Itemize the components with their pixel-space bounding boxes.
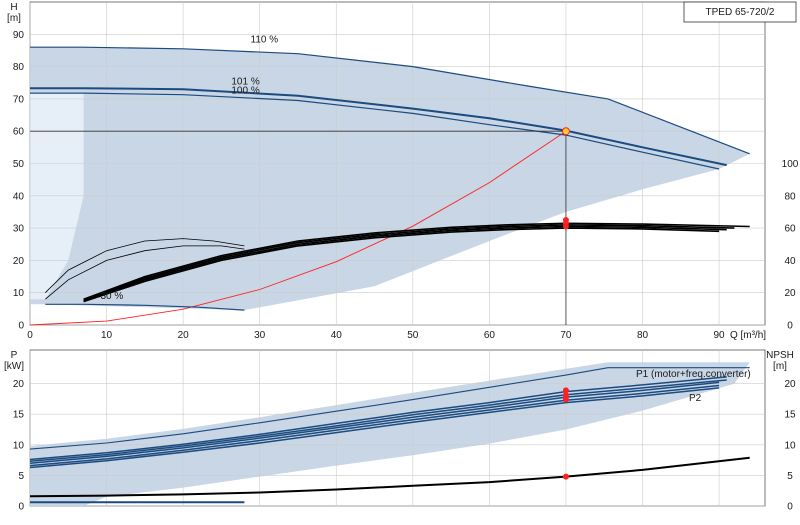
performance-x-tick-label: 80 — [637, 330, 649, 341]
performance-left-tick-label: 60 — [13, 127, 25, 138]
label-30-percent: 30 % — [100, 291, 123, 302]
label-p2: P2 — [689, 393, 702, 404]
performance-right-tick-label: 60 — [784, 224, 796, 235]
performance-right-tick-label: 20 — [784, 288, 796, 299]
power-left-tick-label: 15 — [13, 410, 25, 421]
performance-left-tick-label: 80 — [13, 62, 25, 73]
performance-left-tick-label: 90 — [13, 30, 25, 41]
performance-right-tick-label: 0 — [787, 321, 793, 332]
performance-x-tick-label: 30 — [254, 330, 266, 341]
performance-x-tick-label: 50 — [407, 330, 419, 341]
power-left-tick-label: 10 — [13, 440, 25, 451]
npsh-axis-title: NPSH — [766, 350, 794, 361]
performance-left-tick-label: 40 — [13, 191, 25, 202]
power-left-tick-label: 0 — [18, 502, 24, 513]
performance-x-tick-label: 10 — [101, 330, 113, 341]
h-axis-unit: [m] — [7, 13, 21, 24]
power-left-tick-label: 20 — [13, 379, 25, 390]
performance-left-tick-label: 10 — [13, 288, 25, 299]
performance-right-tick-label: 100 — [782, 159, 799, 170]
performance-x-tick-label: 70 — [560, 330, 572, 341]
performance-x-tick-label: 60 — [484, 330, 496, 341]
performance-panel: 0 10 20 30 40 50 60 70 80 90 0 10 20 30 40 50 60 70 80 90 0 2… — [7, 1, 799, 341]
power-panel: 0 5 10 15 20 0 5 10 15 20 P[kW] NPSH[m] P1 (motor+fr… — [4, 350, 796, 513]
performance-x-tick-label: 40 — [331, 330, 343, 341]
power-right-tick-label: 15 — [784, 410, 796, 421]
power-duty-marker — [563, 474, 569, 480]
p-axis-unit: [kW] — [4, 361, 24, 372]
product-badge: TPED 65-720/2 — [684, 2, 796, 22]
efficiency-duty-marker — [563, 217, 569, 223]
performance-left-tick-label: 30 — [13, 224, 25, 235]
power-duty-marker — [563, 397, 569, 403]
performance-left-tick-label: 20 — [13, 256, 25, 267]
q-axis-title: Q [m³/h] — [730, 330, 766, 341]
performance-x-tick-label: 0 — [27, 330, 33, 341]
power-left-tick-label: 5 — [18, 471, 24, 482]
performance-x-tick-label: 20 — [178, 330, 190, 341]
performance-left-tick-label: 50 — [13, 159, 25, 170]
performance-left-tick-label: 0 — [18, 321, 24, 332]
power-right-tick-label: 10 — [784, 440, 796, 451]
performance-right-tick-label: 40 — [784, 256, 796, 267]
p-axis-title: P — [11, 350, 18, 361]
label-100-percent: 100 % — [231, 86, 259, 97]
performance-right-tick-label: 80 — [784, 191, 796, 202]
performance-x-tick-label: 90 — [714, 330, 726, 341]
label-p1: P1 (motor+freq.converter) — [636, 369, 751, 380]
power-right-tick-label: 5 — [787, 471, 793, 482]
label-110-percent: 110 % — [251, 34, 279, 45]
performance-left-tick-label: 70 — [13, 94, 25, 105]
npsh-axis-unit: [m] — [773, 361, 787, 372]
product-name: TPED 65-720/2 — [706, 7, 775, 18]
duty-point-marker — [562, 128, 569, 135]
power-right-tick-label: 0 — [787, 502, 793, 513]
power-right-tick-label: 20 — [784, 379, 796, 390]
h-axis-title: H — [10, 2, 17, 13]
